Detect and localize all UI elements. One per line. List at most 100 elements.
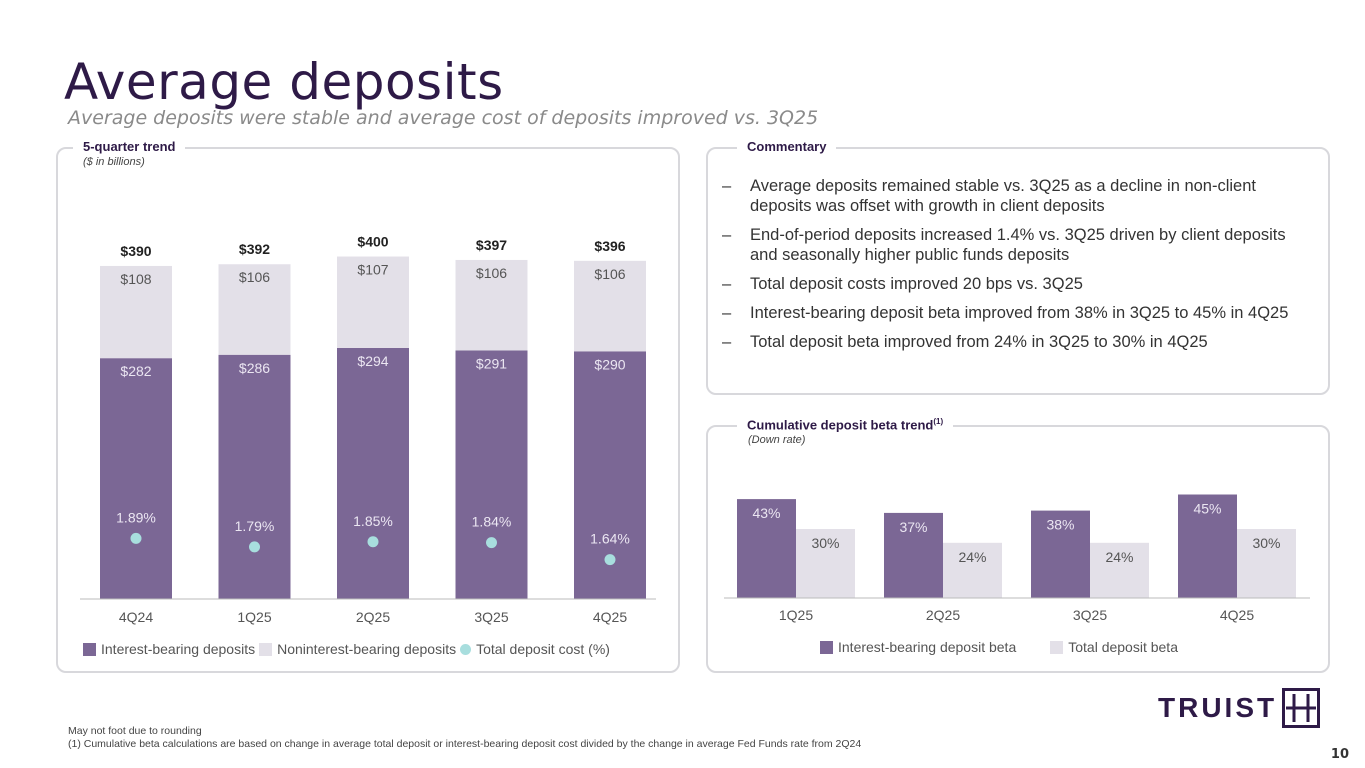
label-interest-bearing: $294: [357, 353, 388, 369]
beta-legend: Interest-bearing deposit beta Total depo…: [820, 639, 1182, 655]
x-tick-label: 2Q25: [356, 609, 390, 625]
label-noninterest-bearing: $106: [239, 269, 270, 285]
label-cost: 1.84%: [472, 514, 512, 530]
x-tick-label: 2Q25: [926, 607, 960, 623]
cost-dot: [249, 541, 260, 553]
x-tick-label: 3Q25: [1073, 607, 1107, 623]
label-total-beta: 24%: [1105, 549, 1133, 565]
commentary-panel: [706, 147, 1330, 395]
deposit-trend-chart: $282 $108 $390 1.89% 4Q24 $286 $106 $392 1.79% 1Q…: [80, 234, 656, 625]
commentary-item: – End-of-period deposits increased 1.4% v…: [722, 226, 1286, 264]
label-total-beta: 30%: [811, 535, 839, 551]
legend-total-beta: Total deposit beta: [1050, 639, 1178, 655]
label-total: $396: [594, 238, 625, 254]
legend-label: Interest-bearing deposit beta: [838, 639, 1017, 655]
legend-swatch-interest-bearing: [83, 642, 96, 656]
label-interest-bearing: $282: [120, 363, 151, 379]
legend-label: Total deposit beta: [1068, 639, 1178, 655]
label-noninterest-bearing: $108: [120, 271, 151, 287]
bar-ib-beta: [737, 499, 796, 598]
bar-noninterest-bearing: [574, 260, 646, 352]
cost-dot: [486, 537, 497, 549]
bar-ib-beta: [1031, 510, 1090, 598]
label-cost: 1.85%: [353, 513, 393, 529]
legend-swatch-total-beta: [1050, 640, 1064, 654]
beta-panel: [706, 425, 1330, 673]
commentary-item: – Total deposit beta improved from 24% in…: [722, 333, 1208, 351]
label-noninterest-bearing: $106: [594, 266, 625, 282]
footnote-beta: (1) Cumulative beta calculations are bas…: [68, 738, 862, 750]
bar-total-beta: [796, 529, 855, 598]
legend-swatch-ib-beta: [820, 640, 833, 654]
bar-noninterest-bearing: [218, 264, 291, 355]
cost-dot: [367, 536, 379, 548]
page-number: 10: [1330, 747, 1349, 762]
trend-panel-label: 5-quarter trend: [73, 139, 186, 154]
label-cost: 1.79%: [235, 518, 275, 534]
label-total: $397: [476, 237, 507, 253]
commentary-item: – Interest-bearing deposit beta improved …: [722, 304, 1289, 322]
label-total: $392: [239, 241, 270, 257]
x-tick-label: 3Q25: [474, 609, 508, 625]
bar-ib-beta: [884, 512, 943, 598]
label-total-beta: 24%: [958, 549, 986, 565]
trend-panel: [56, 147, 680, 673]
label-noninterest-bearing: $106: [476, 265, 507, 281]
beta-panel-label: Cumulative deposit beta trend(1): [737, 417, 954, 433]
bar-total-beta: [1237, 529, 1296, 598]
cost-dot: [130, 532, 142, 544]
page-subtitle: Average deposits were stable and average…: [68, 107, 819, 129]
bar-ib-beta: [1178, 494, 1237, 598]
label-ib-beta: 38%: [1046, 517, 1074, 533]
legend-deposit-cost: Total deposit cost (%): [460, 641, 610, 657]
bar-interest-bearing: [100, 358, 172, 599]
label-cost: 1.89%: [116, 509, 156, 525]
bar-interest-bearing: [455, 350, 528, 599]
commentary-item: – Average deposits remained stable vs. 3Q…: [722, 177, 1256, 215]
label-ib-beta: 43%: [752, 505, 780, 521]
legend-noninterest-bearing: Noninterest-bearing deposits: [259, 641, 456, 657]
bar-noninterest-bearing: [455, 259, 528, 351]
commentary-list: – Average deposits remained stable vs. 3Q…: [722, 176, 1312, 361]
x-tick-label: 4Q25: [593, 609, 627, 625]
beta-panel-sublabel: (Down rate): [748, 434, 806, 446]
legend-label: Noninterest-bearing deposits: [277, 641, 457, 657]
footnote-rounding: May not foot due to rounding: [68, 725, 202, 737]
label-noninterest-bearing: $107: [357, 262, 388, 278]
label-cost: 1.64%: [590, 531, 630, 547]
legend-dot-deposit-cost: [460, 643, 472, 655]
legend-ib-beta: Interest-bearing deposit beta: [820, 639, 1016, 655]
bar-noninterest-bearing: [337, 256, 409, 348]
x-tick-label: 4Q25: [1220, 607, 1254, 623]
legend-swatch-noninterest-bearing: [259, 642, 273, 656]
trend-panel-sublabel: ($ in billions): [83, 156, 145, 168]
bar-total-beta: [943, 542, 1002, 598]
logo-text: TRUIST: [1158, 692, 1278, 723]
commentary-label: Commentary: [737, 139, 837, 154]
bar-noninterest-bearing: [100, 265, 172, 359]
label-total-beta: 30%: [1252, 535, 1280, 551]
trend-legend: Interest-bearing deposits Noninterest-be…: [83, 641, 614, 657]
bar-interest-bearing: [218, 354, 291, 599]
beta-trend-chart: 43% 30% 1Q25 37% 24% 2Q25 38% 24% 3Q25 45% 30% 4Q25: [724, 494, 1310, 623]
cost-dot: [604, 554, 616, 566]
truist-mark-icon: [1282, 688, 1320, 728]
legend-label: Interest-bearing deposits: [101, 641, 256, 657]
label-ib-beta: 37%: [899, 519, 927, 535]
truist-logo: TRUIST: [1158, 688, 1323, 728]
label-interest-bearing: $286: [239, 360, 270, 376]
label-interest-bearing: $291: [476, 355, 507, 371]
label-ib-beta: 45%: [1193, 501, 1221, 517]
label-total: $390: [120, 243, 151, 259]
x-tick-label: 1Q25: [779, 607, 813, 623]
page-title: Average deposits: [64, 53, 504, 111]
bar-interest-bearing: [337, 347, 409, 599]
label-total: $400: [357, 234, 388, 250]
legend-interest-bearing: Interest-bearing deposits: [83, 641, 255, 657]
commentary-item: – Total deposit costs improved 20 bps vs.…: [722, 275, 1083, 293]
x-tick-label: 4Q24: [119, 609, 153, 625]
label-interest-bearing: $290: [594, 356, 625, 372]
legend-label: Total deposit cost (%): [476, 641, 610, 657]
x-tick-label: 1Q25: [237, 609, 271, 625]
bar-total-beta: [1090, 542, 1149, 598]
